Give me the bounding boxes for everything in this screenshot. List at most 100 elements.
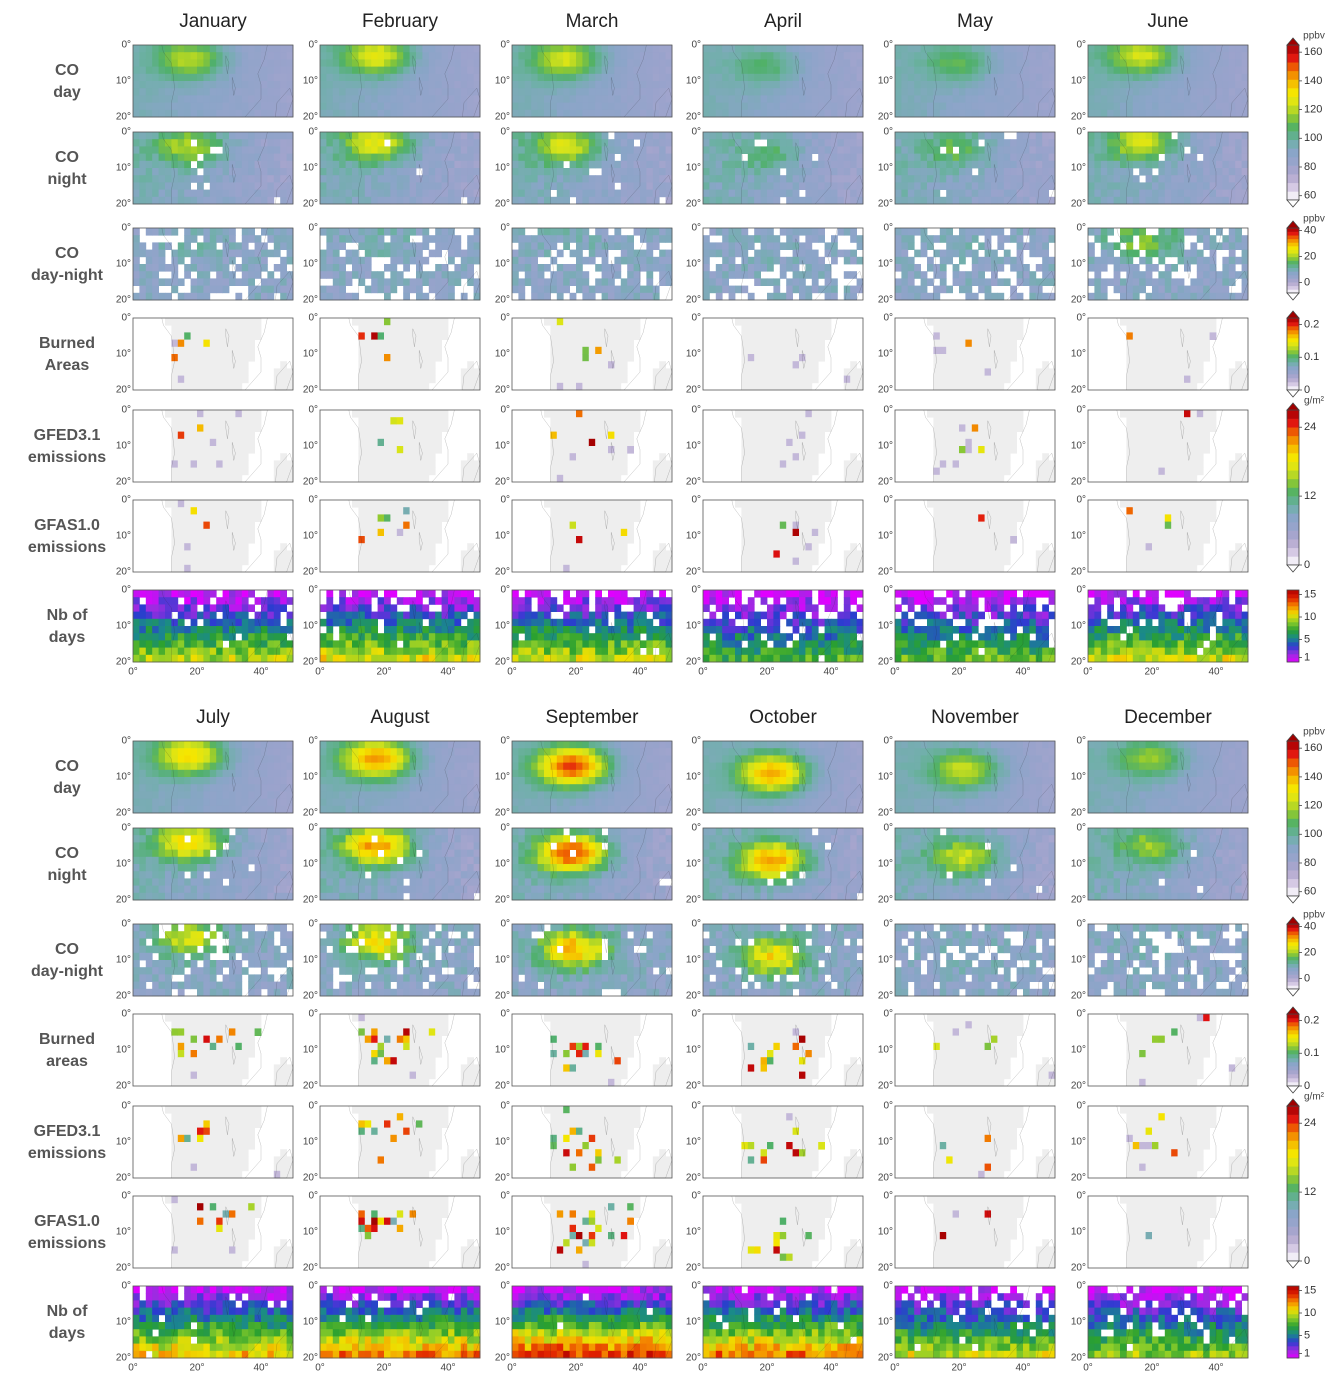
map-cell xyxy=(537,604,545,612)
map-cell xyxy=(435,102,442,111)
map-cell xyxy=(703,256,710,265)
map-cell xyxy=(614,557,622,566)
map-cell xyxy=(435,514,442,522)
map-cell xyxy=(364,160,372,169)
map-cell xyxy=(454,175,462,183)
map-cell xyxy=(428,109,436,118)
map-cell xyxy=(209,59,217,67)
map-cell xyxy=(203,45,211,53)
map-cell xyxy=(133,160,140,169)
map-cell xyxy=(241,431,249,440)
map-cell xyxy=(184,474,191,483)
map-cell xyxy=(754,325,761,333)
map-cell xyxy=(158,160,166,169)
map-cell xyxy=(403,368,410,376)
map-cell xyxy=(396,453,404,461)
map-cell xyxy=(633,417,641,425)
map-cell xyxy=(569,597,577,605)
map-cell xyxy=(601,45,609,53)
map-cell xyxy=(209,196,217,205)
map-cell xyxy=(364,536,372,544)
map-cell xyxy=(416,271,423,279)
map-cell xyxy=(665,264,673,272)
map-cell xyxy=(582,95,590,103)
map-cell xyxy=(339,256,346,265)
map-cell xyxy=(241,332,249,340)
map-cell xyxy=(569,153,577,162)
map-cell xyxy=(152,102,159,111)
map-cell xyxy=(390,618,398,627)
map-cell xyxy=(633,278,641,286)
map-cell xyxy=(569,453,577,461)
map-cell xyxy=(454,618,462,627)
map-cell xyxy=(595,361,602,369)
map-cell xyxy=(627,168,634,176)
map-cell xyxy=(139,182,147,190)
map-cell xyxy=(261,626,268,634)
map-cell xyxy=(614,132,622,140)
map-cell xyxy=(569,543,577,551)
map-cell xyxy=(403,354,410,362)
map-cell xyxy=(652,66,660,75)
map-cell xyxy=(364,102,372,111)
map-cell xyxy=(544,249,551,258)
map-cell xyxy=(614,654,622,663)
map-cell xyxy=(588,132,596,140)
map-cell xyxy=(229,375,236,384)
map-cell xyxy=(850,175,857,183)
map-cell xyxy=(229,438,236,447)
map-cell xyxy=(448,597,455,605)
map-cell xyxy=(818,81,825,89)
map-cell xyxy=(222,196,230,205)
map-cell xyxy=(754,45,761,53)
map-cell xyxy=(435,132,442,140)
map-cell xyxy=(652,228,660,236)
map-cell xyxy=(754,417,761,425)
map-cell xyxy=(556,528,564,537)
map-cell xyxy=(473,228,481,236)
map-cell xyxy=(416,446,423,454)
map-cell xyxy=(856,59,864,67)
map-cell xyxy=(582,175,590,183)
map-cell xyxy=(595,604,602,612)
map-cell xyxy=(197,189,204,198)
map-cell xyxy=(158,102,166,111)
map-cell xyxy=(133,95,140,103)
map-cell xyxy=(403,640,410,648)
map-cell xyxy=(473,564,481,573)
map-cell xyxy=(416,256,423,265)
map-cell xyxy=(741,332,749,340)
map-cell xyxy=(409,318,417,326)
map-cell xyxy=(760,242,768,250)
map-cell xyxy=(633,507,641,515)
map-cell xyxy=(139,146,147,154)
map-cell xyxy=(286,228,294,236)
map-cell xyxy=(222,453,230,461)
map-cell xyxy=(403,633,410,641)
map-cell xyxy=(792,332,800,340)
map-cell xyxy=(709,81,717,89)
map-cell xyxy=(384,564,391,573)
map-cell xyxy=(377,382,385,391)
map-cell xyxy=(209,332,217,340)
lat-tick-label: 0° xyxy=(500,313,510,324)
map-cell xyxy=(184,73,191,82)
map-cell xyxy=(371,81,378,89)
map-cell xyxy=(229,339,236,348)
map-cell xyxy=(608,168,615,176)
map-cell xyxy=(556,626,564,634)
map-cell xyxy=(608,318,615,326)
map-cell xyxy=(665,564,673,573)
map-cell xyxy=(544,45,551,53)
map-cell xyxy=(786,382,793,391)
map-cell xyxy=(428,626,436,634)
map-cell xyxy=(722,102,729,111)
map-cell xyxy=(171,626,179,634)
map-cell xyxy=(364,235,372,243)
map-cell xyxy=(209,410,217,418)
map-cell xyxy=(544,318,551,326)
map-cell xyxy=(588,139,596,147)
map-cell xyxy=(512,235,519,243)
map-cell xyxy=(818,102,825,111)
map-cell xyxy=(786,45,793,53)
